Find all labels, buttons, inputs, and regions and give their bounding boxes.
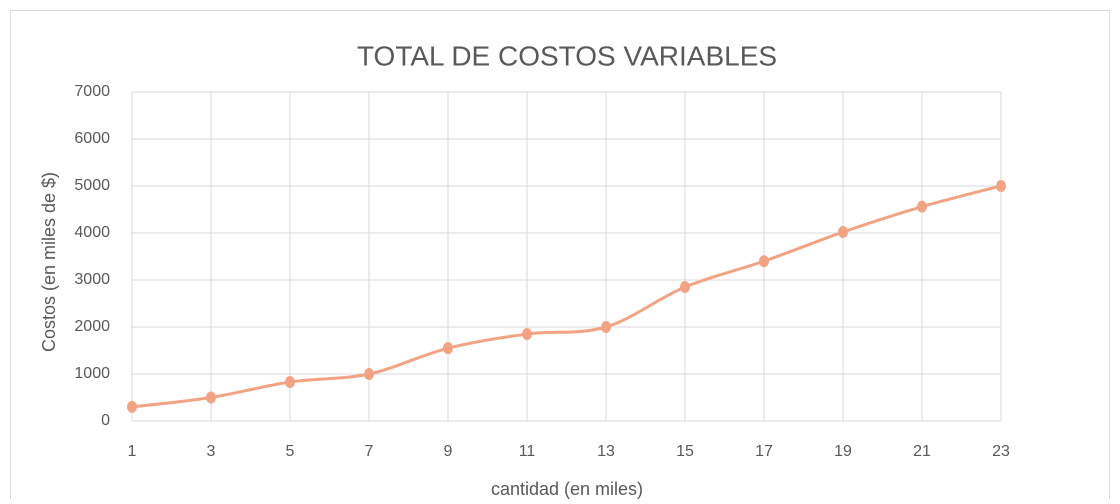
marker xyxy=(759,255,769,268)
x-tick-label: 5 xyxy=(286,443,295,460)
x-tick-label: 9 xyxy=(444,443,453,460)
marker xyxy=(443,342,453,355)
x-tick-label: 7 xyxy=(365,443,374,460)
x-tick-label: 19 xyxy=(834,443,852,460)
y-tick-label: 7000 xyxy=(74,83,110,100)
marker xyxy=(680,281,690,294)
x-tick-label: 17 xyxy=(755,443,773,460)
y-tick-label: 4000 xyxy=(74,224,110,241)
y-tick-label: 0 xyxy=(101,412,110,429)
marker xyxy=(996,180,1006,192)
marker xyxy=(285,375,295,388)
x-tick-label: 13 xyxy=(597,443,615,460)
y-tick-label: 2000 xyxy=(74,318,110,335)
chart-border xyxy=(10,10,1110,504)
marker xyxy=(917,200,927,213)
y-axis-label: Costos (en miles de $) xyxy=(39,172,59,352)
x-tick-label: 23 xyxy=(992,443,1010,460)
x-tick-label: 15 xyxy=(676,443,694,460)
x-tick-label: 11 xyxy=(519,443,536,460)
x-tick-label: 3 xyxy=(207,443,216,460)
marker xyxy=(522,328,532,341)
y-tick-label: 3000 xyxy=(74,271,110,288)
y-tick-label: 1000 xyxy=(74,365,110,382)
x-axis-label: cantidad (en miles) xyxy=(491,479,643,499)
marker xyxy=(838,226,848,239)
marker xyxy=(364,368,374,380)
marker xyxy=(127,400,137,413)
chart-title: TOTAL DE COSTOS VARIABLES xyxy=(357,40,777,71)
y-tick-label: 5000 xyxy=(74,177,110,194)
x-tick-label: 21 xyxy=(913,443,931,460)
marker xyxy=(601,321,611,333)
x-tick-label: 1 xyxy=(128,443,137,460)
y-tick-label: 6000 xyxy=(74,130,110,147)
marker xyxy=(206,391,216,404)
